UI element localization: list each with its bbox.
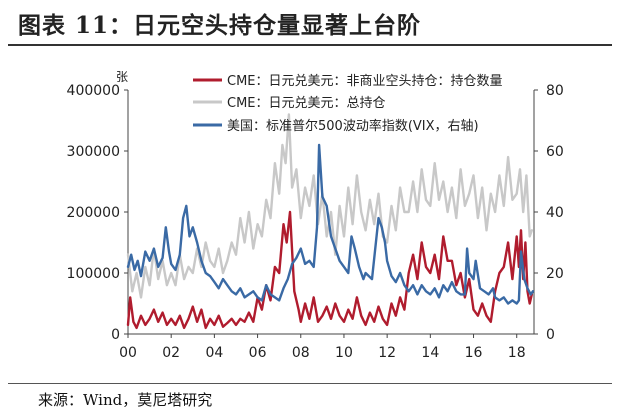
legend-label-0: CME：日元兑美元：非商业空头持仓：持仓数量 — [227, 74, 503, 89]
right-y-tick-label: 60 — [546, 144, 564, 160]
chart-axes: 张 0 100000 200000 300000 400000 0 20 40 60 80 00 02 0… — [67, 70, 564, 361]
page-title: 图表 11：日元空头持仓量显著上台阶 — [18, 12, 422, 39]
x-tick-label: 06 — [249, 345, 267, 361]
left-y-tick-label: 300000 — [67, 144, 120, 160]
x-tick-label: 12 — [378, 345, 396, 361]
series-line-1 — [126, 113, 533, 299]
series-layer — [126, 113, 535, 330]
right-y-tick-label: 0 — [546, 327, 555, 343]
right-y-tick-label: 20 — [546, 266, 564, 282]
x-tick-label: 16 — [465, 345, 483, 361]
left-axis-unit: 张 — [116, 70, 128, 84]
x-tick-label: 04 — [205, 345, 223, 361]
x-tick-label: 02 — [162, 345, 180, 361]
title-divider — [8, 44, 612, 46]
chart-legend: CME：日元兑美元：非商业空头持仓：持仓数量 CME：日元兑美元：总持仓美国：标准… — [193, 74, 503, 134]
legend-label-1: CME：日元兑美元：总持仓 — [227, 96, 386, 111]
x-tick-label: 10 — [335, 345, 353, 361]
left-y-tick-label: 400000 — [67, 83, 120, 99]
x-tick-label: 00 — [119, 345, 137, 361]
left-y-tick-label: 0 — [111, 327, 120, 343]
x-tick-label: 18 — [508, 345, 526, 361]
source-note: 来源：Wind，莫尼塔研究 — [38, 391, 213, 409]
legend-label-2: 美国：标准普尔500波动率指数(VIX，右轴) — [227, 118, 479, 134]
x-tick-label: 14 — [421, 345, 439, 361]
right-y-tick-label: 40 — [546, 205, 564, 221]
source-divider — [8, 383, 612, 384]
series-line-0 — [126, 210, 533, 330]
series-line-2 — [126, 143, 535, 305]
right-y-tick-label: 80 — [546, 83, 564, 99]
left-y-tick-label: 200000 — [67, 205, 120, 221]
x-tick-label: 08 — [292, 345, 310, 361]
left-y-tick-label: 100000 — [67, 266, 120, 282]
